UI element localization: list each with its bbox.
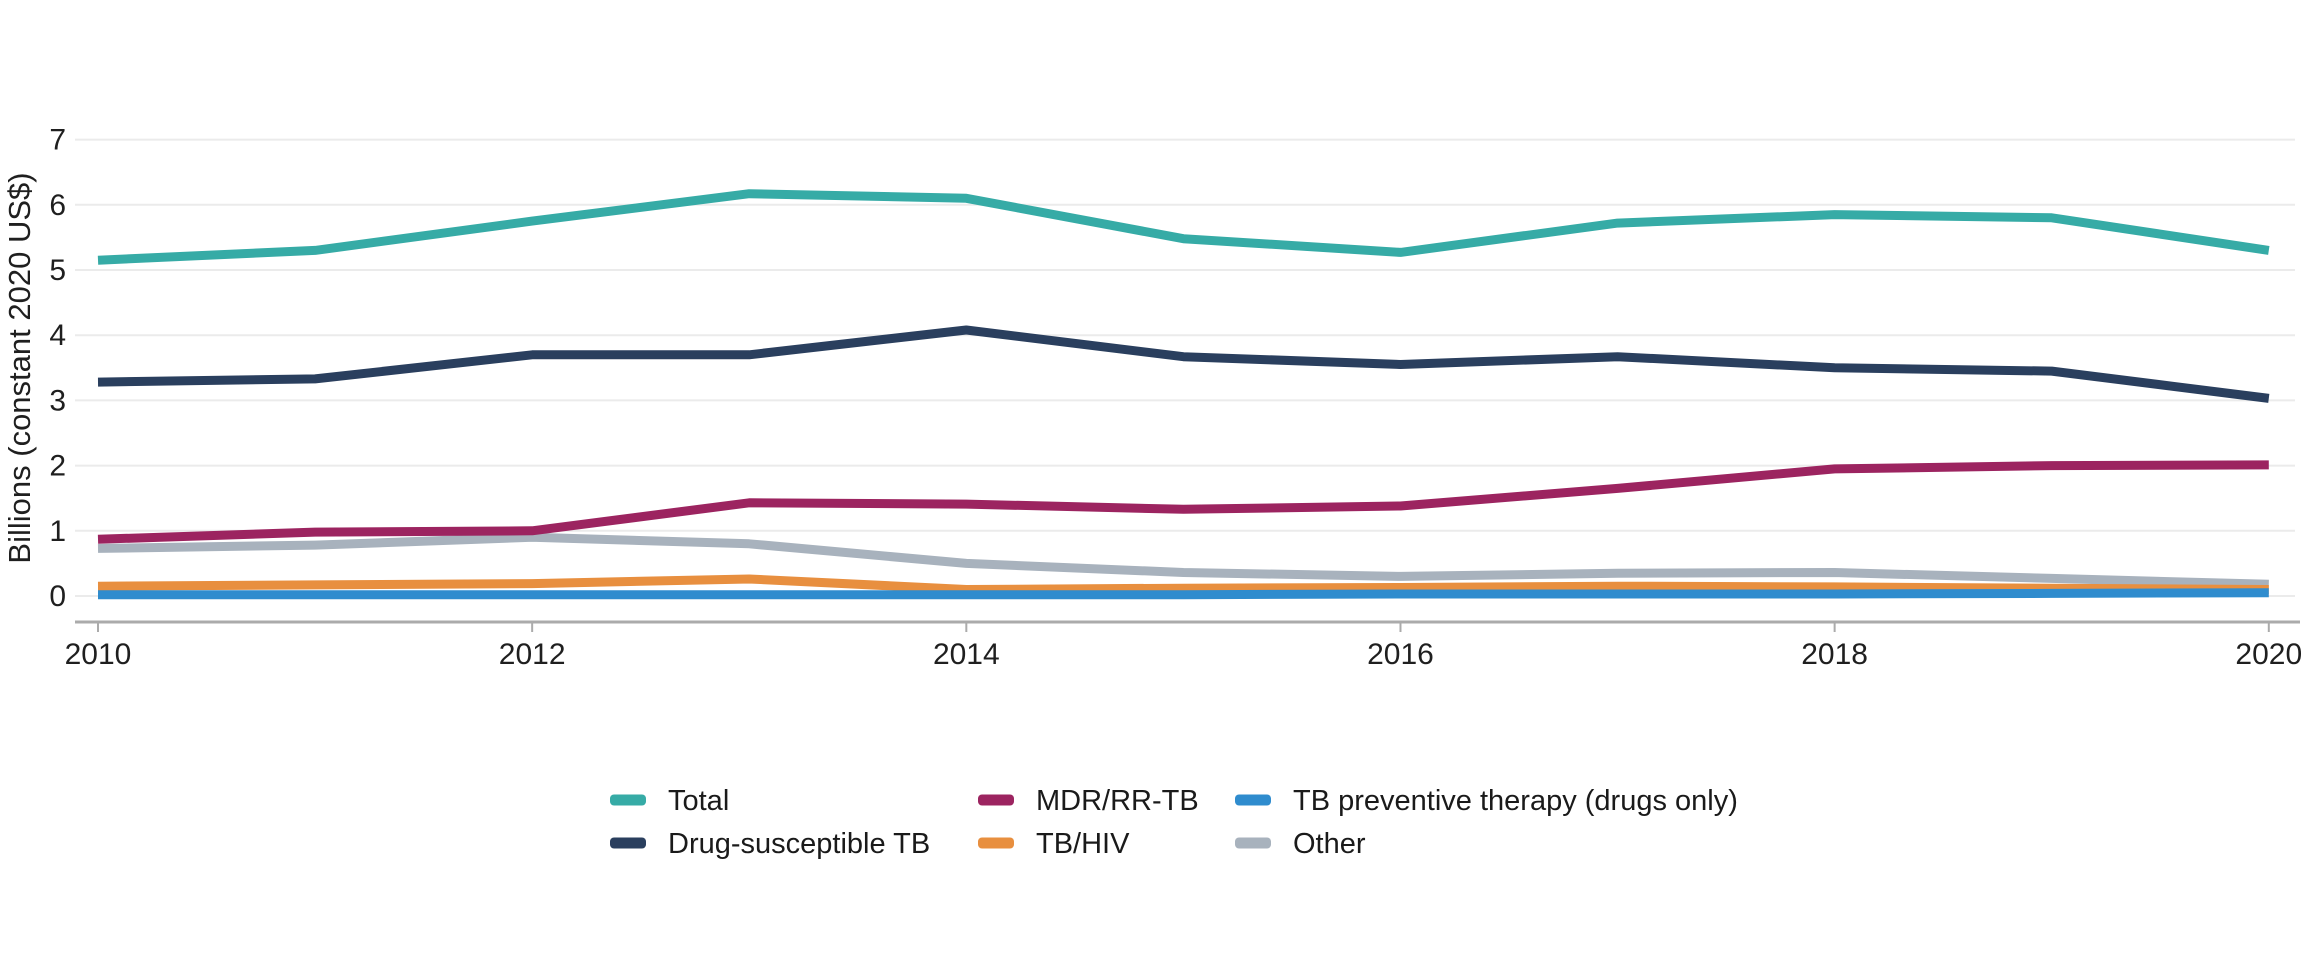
legend-item-drug-susceptible-tb: Drug-susceptible TB (610, 828, 930, 860)
y-tick-label-1: 1 (49, 515, 66, 548)
y-tick-label-7: 7 (49, 124, 66, 157)
legend-item-tb-preventive-therapy-drugs-only-: TB preventive therapy (drugs only) (1235, 785, 1738, 817)
x-axis-tick-labels: 2010 2012 2014 2016 2018 2020 (65, 638, 2303, 671)
series-line-total (97, 189, 2270, 265)
legend-label-tb-hiv: TB/HIV (1036, 828, 1130, 860)
series-lines (97, 189, 2270, 600)
legend-item-total: Total (610, 785, 729, 817)
y-tick-label-5: 5 (49, 254, 66, 287)
legend-label-mdr-rr-tb: MDR/RR-TB (1036, 785, 1199, 817)
y-tick-label-6: 6 (49, 189, 66, 222)
x-tick-label-2014: 2014 (933, 638, 1000, 671)
x-tick-label-2018: 2018 (1801, 638, 1868, 671)
legend-item-other: Other (1235, 828, 1366, 860)
legend: Total Drug-susceptible TB MDR/RR-TB TB/HIV T… (610, 785, 1738, 860)
x-tick-label-2010: 2010 (65, 638, 132, 671)
legend-label-drug-susceptible-tb: Drug-susceptible TB (668, 828, 930, 860)
y-axis-title: Billions (constant 2020 US$) (2, 172, 37, 563)
y-tick-label-3: 3 (49, 384, 66, 417)
legend-item-mdr-rr-tb: MDR/RR-TB (978, 785, 1199, 817)
series-line-mdr-rr-tb (97, 460, 2269, 544)
legend-swatch-total (610, 794, 646, 806)
series-line-tb-hiv (97, 574, 2269, 594)
series-line-tb-preventive-therapy-drugs-only- (98, 588, 2269, 600)
legend-swatch-tb-preventive-therapy-drugs-only- (1235, 794, 1271, 806)
y-tick-label-0: 0 (49, 580, 66, 613)
y-axis-tick-labels: 0 1 2 3 4 5 6 7 (49, 124, 66, 613)
x-tick-label-2012: 2012 (499, 638, 566, 671)
legend-swatch-drug-susceptible-tb (610, 837, 646, 849)
legend-swatch-other (1235, 837, 1271, 849)
y-tick-label-4: 4 (49, 319, 66, 352)
legend-label-total: Total (668, 785, 729, 817)
x-tick-label-2020: 2020 (2235, 638, 2302, 671)
legend-label-tb-preventive-therapy-drugs-only-: TB preventive therapy (drugs only) (1293, 785, 1738, 817)
y-tick-label-2: 2 (49, 450, 66, 483)
legend-item-tb-hiv: TB/HIV (978, 828, 1130, 860)
legend-swatch-tb-hiv (978, 837, 1014, 849)
legend-swatch-mdr-rr-tb (978, 794, 1014, 806)
series-line-other (97, 532, 2269, 589)
legend-label-other: Other (1293, 828, 1366, 860)
x-tick-label-2016: 2016 (1367, 638, 1434, 671)
x-axis (75, 620, 2300, 632)
series-line-drug-susceptible-tb (97, 325, 2270, 403)
